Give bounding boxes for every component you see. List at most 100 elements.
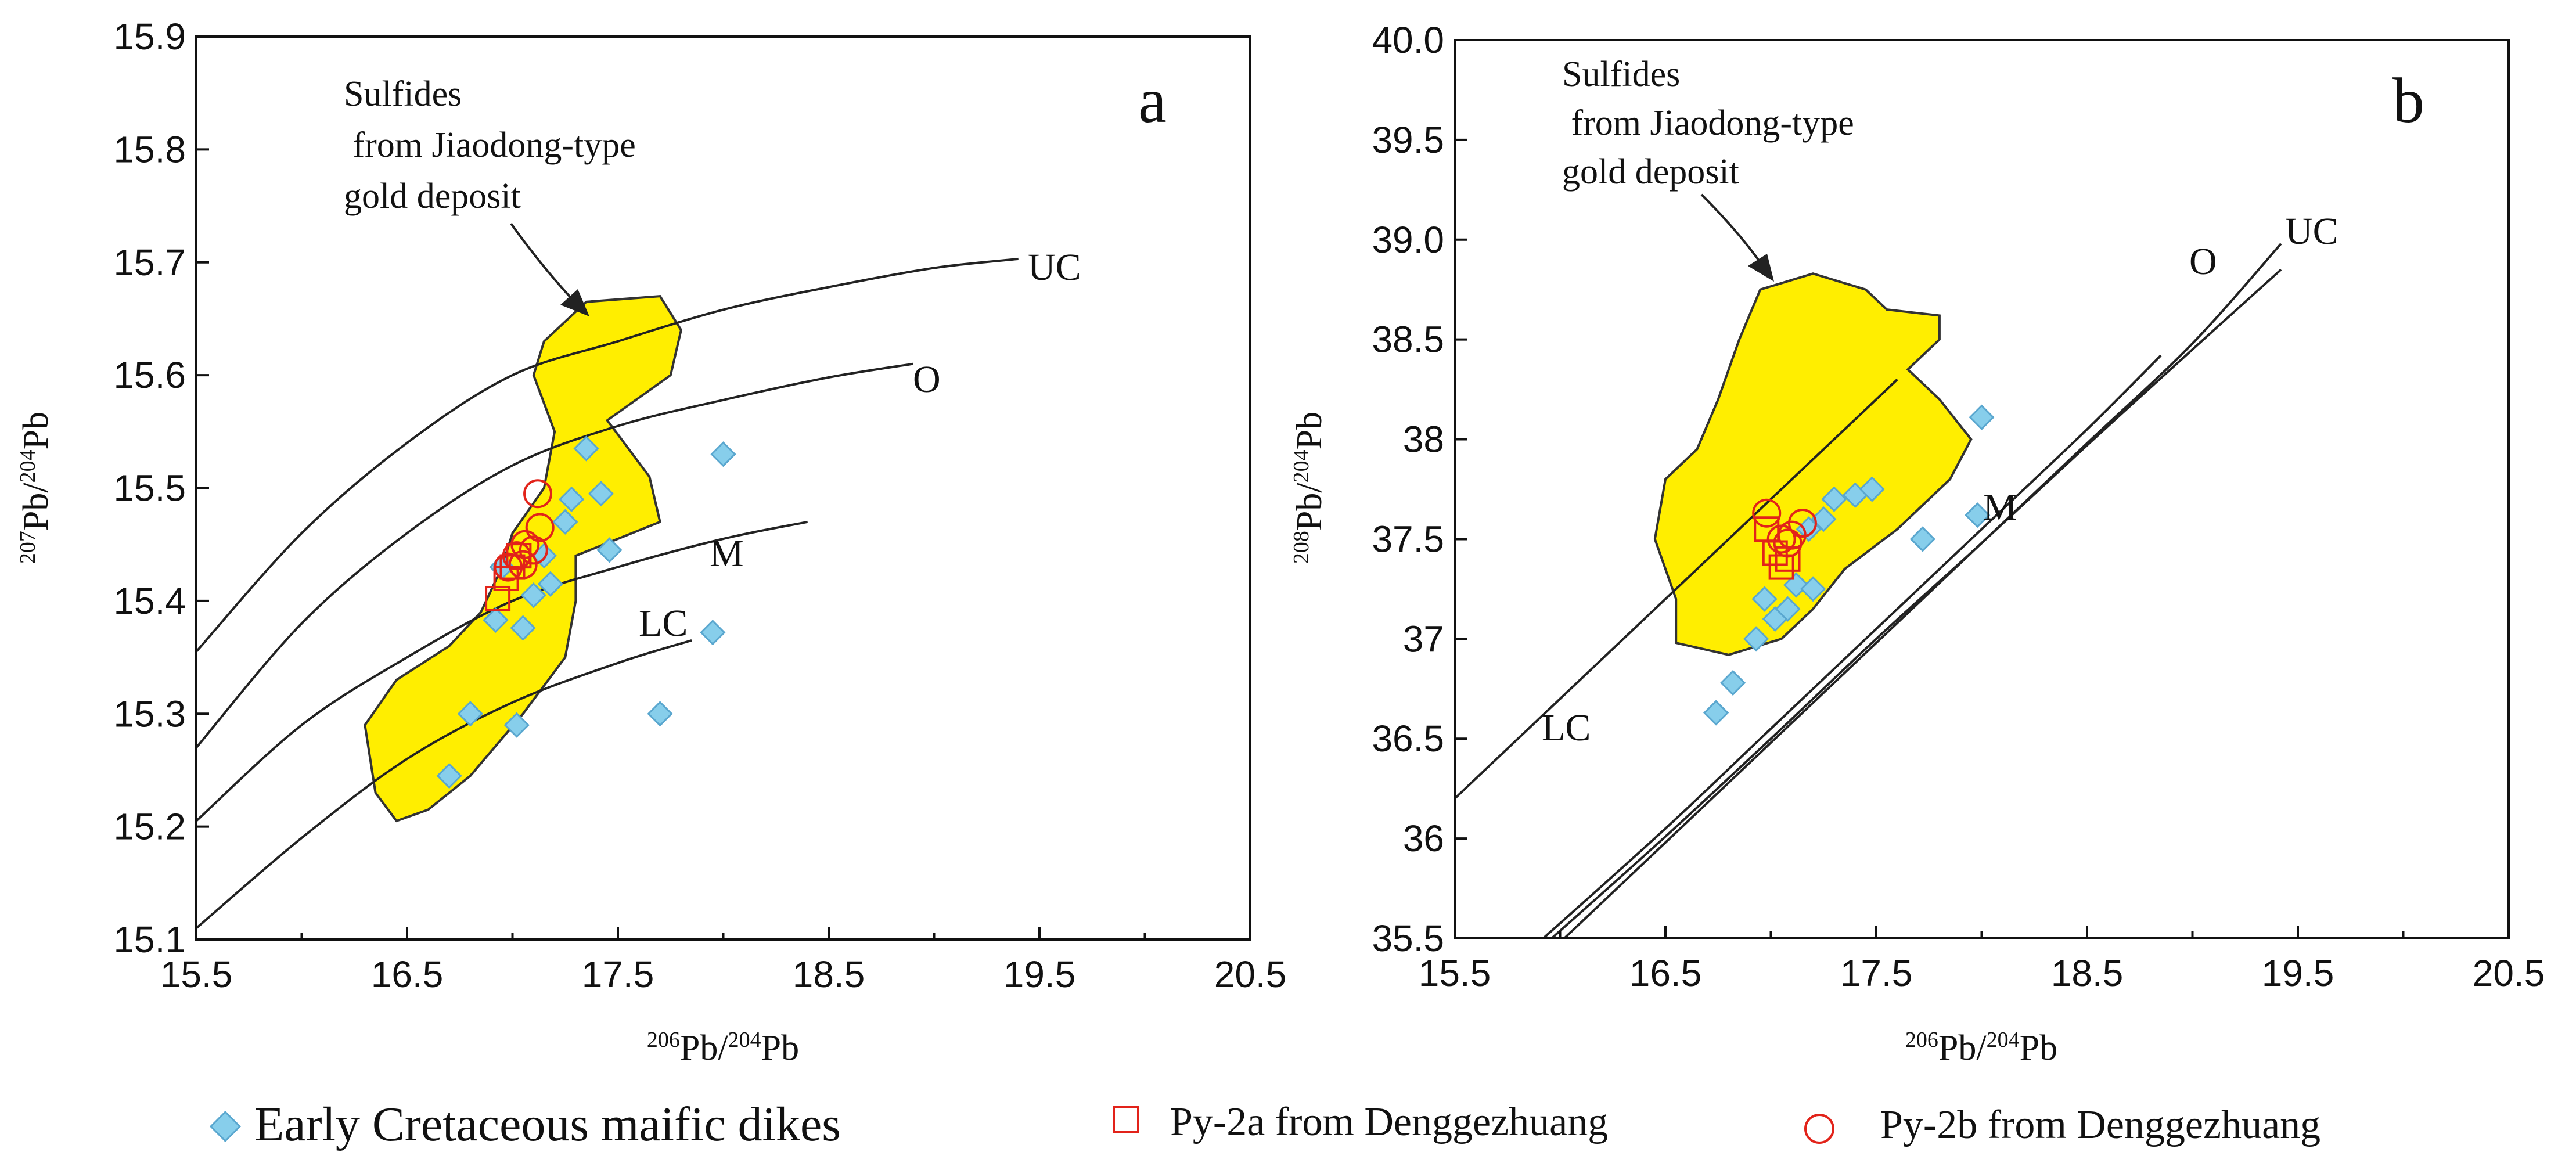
y-tick-label: 15.3 — [113, 693, 186, 735]
arrowhead-icon — [560, 289, 589, 316]
y-tick-label: 36 — [1403, 818, 1444, 859]
dike-point — [1751, 586, 1778, 612]
y-axis-label-a: 207Pb/204Pb — [16, 412, 56, 564]
dike-point — [503, 712, 530, 738]
curve-label-lc-a: LC — [639, 602, 688, 645]
dike-point — [596, 537, 623, 563]
curve-label-m-a: M — [710, 532, 744, 575]
legend: Early Cretaceous maific dikes Py-2a from… — [209, 1097, 2320, 1151]
py2a-point — [485, 585, 511, 611]
py2b-point — [519, 535, 548, 565]
legend-item-dikes: Early Cretaceous maific dikes — [209, 1097, 841, 1151]
field-label-line: Sulfides — [1562, 55, 1680, 94]
dike-point — [457, 701, 484, 727]
sulfide-field-b — [1653, 272, 1973, 656]
y-tick-label: 40.0 — [1372, 19, 1444, 61]
y-tick-label: 15.6 — [113, 354, 186, 396]
y-tick-label: 15.5 — [113, 467, 186, 509]
curve-label-o-b: O — [2189, 240, 2217, 283]
x-tick-label: 15.5 — [1419, 952, 1491, 994]
dike-point — [573, 435, 599, 462]
dike-point — [510, 615, 536, 641]
py2b-point — [1773, 528, 1803, 558]
plot-frame-a — [195, 35, 1251, 941]
dike-point — [436, 763, 462, 789]
panel-letter-b: b — [2392, 65, 2424, 136]
field-arrow-a — [510, 222, 573, 300]
legend-item-py2a: Py-2a from Denggezhuang — [1113, 1100, 1608, 1144]
py2b-point — [1752, 498, 1782, 528]
dike-point — [1909, 526, 1935, 552]
y-tick-label: 36.5 — [1372, 718, 1444, 759]
x-tick-label: 15.5 — [160, 953, 233, 995]
curve-label-lc-b: LC — [1542, 707, 1591, 749]
x-tick-label: 18.5 — [2051, 952, 2124, 994]
curve-uc — [196, 257, 1019, 653]
panel-b: 15.5 16.5 17.5 18.5 19.5 20.5 35.5 36 36.5 37 37.… — [1289, 19, 2545, 1068]
curve-lc — [1455, 378, 1898, 800]
x-tick-label: 20.5 — [2473, 952, 2545, 994]
curve-m — [196, 520, 808, 822]
x-tick-label: 16.5 — [371, 953, 444, 995]
x-tick-label: 19.5 — [1003, 953, 1076, 995]
field-arrow-b — [1700, 193, 1761, 262]
arrowhead-icon — [1748, 254, 1774, 282]
field-label-b: Sulfides from Jiaodong-type gold deposit — [1562, 55, 1854, 282]
y-tick-label: 39.0 — [1372, 219, 1444, 261]
py2b-point — [1787, 508, 1817, 538]
field-label-line: Sulfides — [344, 74, 462, 114]
dike-point — [700, 620, 726, 646]
curve-o — [1542, 354, 2162, 938]
curve-label-uc-a: UC — [1028, 246, 1081, 289]
y-tick-label: 15.9 — [113, 16, 186, 57]
dike-point — [588, 481, 614, 507]
y-tick-label: 15.2 — [113, 806, 186, 848]
panel-letter-a: a — [1138, 65, 1167, 136]
x-tick-label: 18.5 — [793, 953, 865, 995]
dike-point — [1859, 476, 1885, 502]
circle-marker-icon — [1804, 1114, 1834, 1144]
py2b-point — [510, 530, 540, 559]
data-points-b — [1703, 404, 1995, 726]
x-ticks-b: 15.5 16.5 17.5 18.5 19.5 20.5 — [1419, 926, 2545, 994]
dike-point — [1720, 669, 1746, 696]
legend-label: Early Cretaceous maific dikes — [254, 1097, 841, 1151]
x-axis-label-a: 206Pb/204Pb — [647, 1028, 799, 1068]
x-ticks-a: 15.5 16.5 17.5 18.5 19.5 20.5 — [160, 927, 1287, 995]
dike-point — [1775, 596, 1801, 622]
dike-point — [537, 571, 563, 597]
growth-curves-a — [196, 257, 1019, 930]
curve-label-m-b: M — [1983, 486, 2017, 528]
x-tick-label: 17.5 — [582, 953, 654, 995]
y-tick-label: 37 — [1403, 618, 1444, 660]
x-tick-label: 20.5 — [1214, 953, 1287, 995]
y-tick-label: 35.5 — [1372, 917, 1444, 959]
y-tick-label: 15.1 — [113, 919, 186, 960]
dike-point — [710, 441, 736, 467]
field-label-line: from Jiaodong-type — [1562, 103, 1854, 143]
field-label-line: from Jiaodong-type — [344, 125, 636, 165]
y-ticks-b: 35.5 36 36.5 37 37.5 38 38.5 39.0 39.5 40.0 — [1372, 19, 1467, 959]
x-axis-label-b: 206Pb/204Pb — [1905, 1028, 2057, 1068]
legend-label: Py-2b from Denggezhuang — [1880, 1103, 2320, 1147]
field-label-line: gold deposit — [1562, 152, 1739, 192]
x-tick-label: 19.5 — [2262, 952, 2334, 994]
growth-curves-b — [1455, 243, 2282, 938]
dike-point — [559, 486, 585, 513]
y-tick-label: 38.5 — [1372, 319, 1444, 361]
field-label-line: gold deposit — [344, 177, 521, 216]
dike-point — [1703, 700, 1729, 726]
x-tick-label: 16.5 — [1629, 952, 1702, 994]
y-tick-label: 15.8 — [113, 128, 186, 170]
y-tick-label: 15.4 — [113, 580, 186, 622]
dike-point — [647, 701, 673, 727]
legend-item-py2b: Py-2b from Denggezhuang — [1804, 1103, 2320, 1147]
x-tick-label: 17.5 — [1840, 952, 1913, 994]
y-tick-label: 38 — [1403, 419, 1444, 460]
data-points-a — [436, 435, 736, 789]
curve-uc — [1563, 243, 2282, 938]
curve-label-o-a: O — [913, 358, 941, 401]
dike-point — [520, 582, 546, 609]
panel-a: 15.5 16.5 17.5 18.5 19.5 20.5 15.1 15.2 15.3 15.… — [16, 16, 1286, 1068]
curve-m — [1550, 268, 2282, 938]
